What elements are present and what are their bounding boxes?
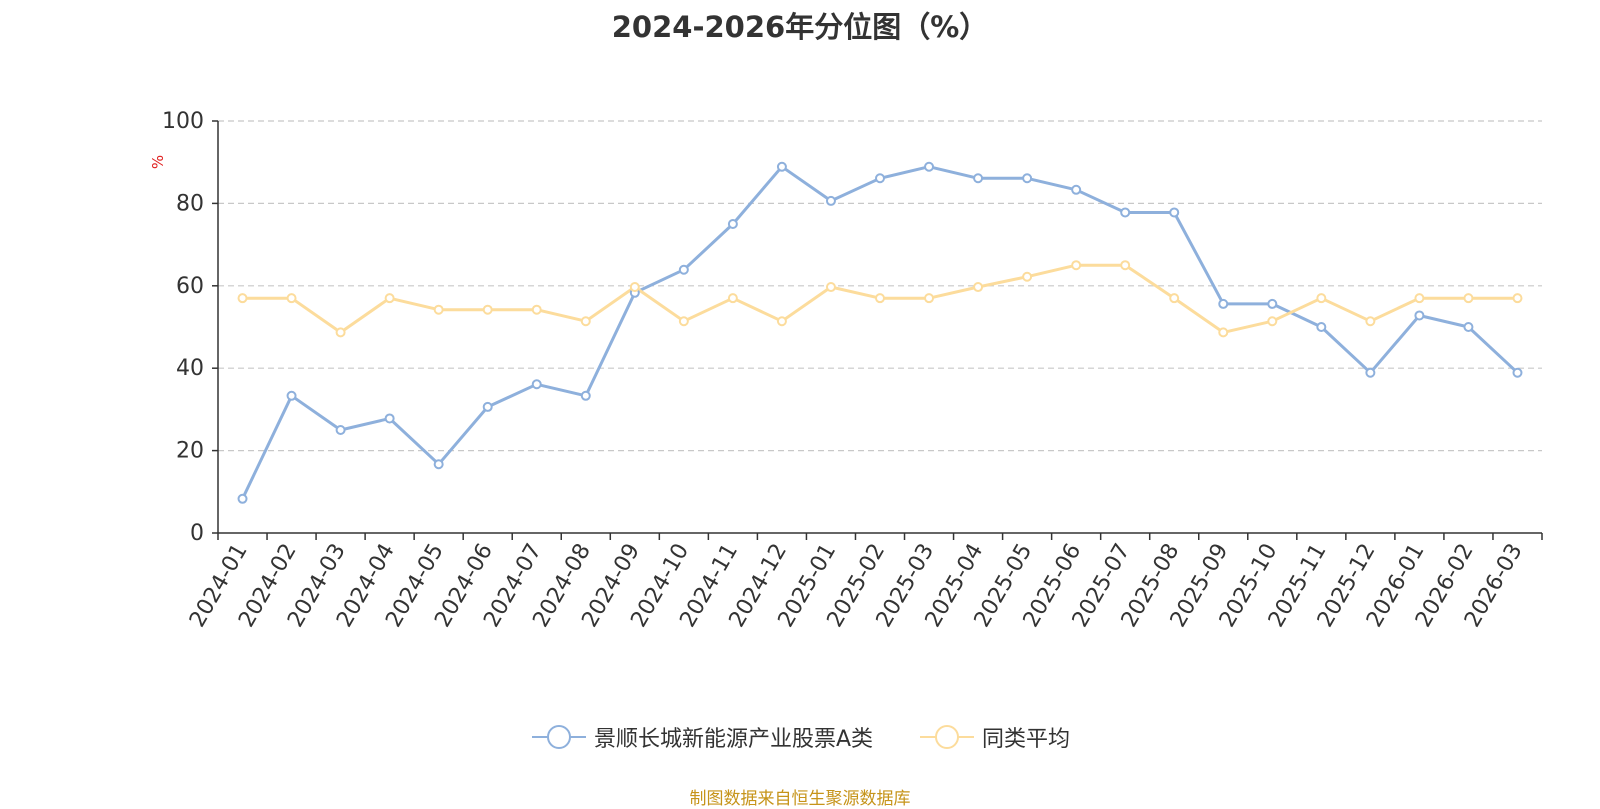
legend-circle-icon xyxy=(532,722,586,752)
data-point xyxy=(924,293,935,304)
y-tick-label: 100 xyxy=(162,109,204,134)
y-tick-label: 20 xyxy=(176,439,204,464)
data-point xyxy=(580,316,591,327)
data-point xyxy=(1120,207,1131,218)
data-point xyxy=(924,161,935,172)
data-point xyxy=(237,493,248,504)
legend-label: 景顺长城新能源产业股票A类 xyxy=(594,727,874,752)
data-point xyxy=(433,459,444,470)
data-point xyxy=(1414,293,1425,304)
data-point xyxy=(1218,298,1229,309)
data-point xyxy=(727,293,738,304)
data-point xyxy=(1218,327,1229,338)
legend-item-series-0[interactable]: 景顺长城新能源产业股票A类 xyxy=(532,722,873,752)
data-point xyxy=(1120,260,1131,271)
data-point xyxy=(1365,367,1376,378)
axis-labels: 020406080100%2024-012024-022024-032024-0… xyxy=(149,109,1528,632)
axes xyxy=(212,120,1543,540)
data-point xyxy=(1267,298,1278,309)
y-tick-label: 80 xyxy=(176,191,204,216)
data-point xyxy=(335,425,346,435)
chart-title: 2024-2026年分位图（%） xyxy=(611,10,989,44)
data-point xyxy=(1316,293,1327,304)
data-point xyxy=(1022,271,1033,282)
data-point xyxy=(875,173,885,184)
legend-item-series-1[interactable]: 同类平均 xyxy=(920,722,1070,752)
data-point xyxy=(335,327,346,338)
data-point xyxy=(286,390,297,401)
data-point xyxy=(482,304,493,315)
data-point xyxy=(286,293,297,304)
data-point xyxy=(973,282,984,293)
data-point xyxy=(531,304,542,315)
data-point xyxy=(678,316,689,327)
data-point xyxy=(384,293,395,304)
grid-lines xyxy=(218,120,1542,452)
data-point xyxy=(875,293,885,304)
data-point xyxy=(1512,293,1523,304)
data-point xyxy=(825,195,836,206)
data-point xyxy=(1022,173,1033,184)
data-point xyxy=(629,282,640,293)
data-point xyxy=(1463,293,1474,304)
data-point xyxy=(727,219,738,229)
data-point xyxy=(1316,322,1327,332)
series-line-0 xyxy=(241,165,1519,500)
data-point xyxy=(1071,260,1082,271)
data-point xyxy=(482,401,493,412)
y-axis-label: % xyxy=(149,155,167,169)
data-point xyxy=(1463,322,1474,332)
data-point xyxy=(825,282,836,293)
legend-circle-icon xyxy=(920,722,974,752)
data-point xyxy=(1267,316,1278,327)
data-point xyxy=(776,161,787,172)
data-point xyxy=(678,264,689,275)
data-point xyxy=(531,379,542,390)
y-tick-label: 0 xyxy=(190,521,204,546)
data-point xyxy=(580,390,591,401)
data-point xyxy=(1414,310,1425,321)
data-point xyxy=(1169,207,1180,218)
data-point xyxy=(384,413,395,424)
data-point xyxy=(1169,293,1180,304)
data-point xyxy=(1365,316,1376,327)
data-point xyxy=(1512,367,1523,378)
y-tick-label: 60 xyxy=(176,274,204,299)
series-lines xyxy=(241,165,1519,500)
data-points xyxy=(237,161,1523,504)
source-note: 制图数据来自恒生聚源数据库 xyxy=(689,789,911,809)
data-point xyxy=(433,304,444,315)
data-point xyxy=(237,293,248,304)
y-tick-label: 40 xyxy=(176,356,204,381)
data-point xyxy=(776,316,787,327)
data-point xyxy=(973,173,984,184)
data-point xyxy=(1071,184,1082,195)
legend-label: 同类平均 xyxy=(982,727,1071,752)
